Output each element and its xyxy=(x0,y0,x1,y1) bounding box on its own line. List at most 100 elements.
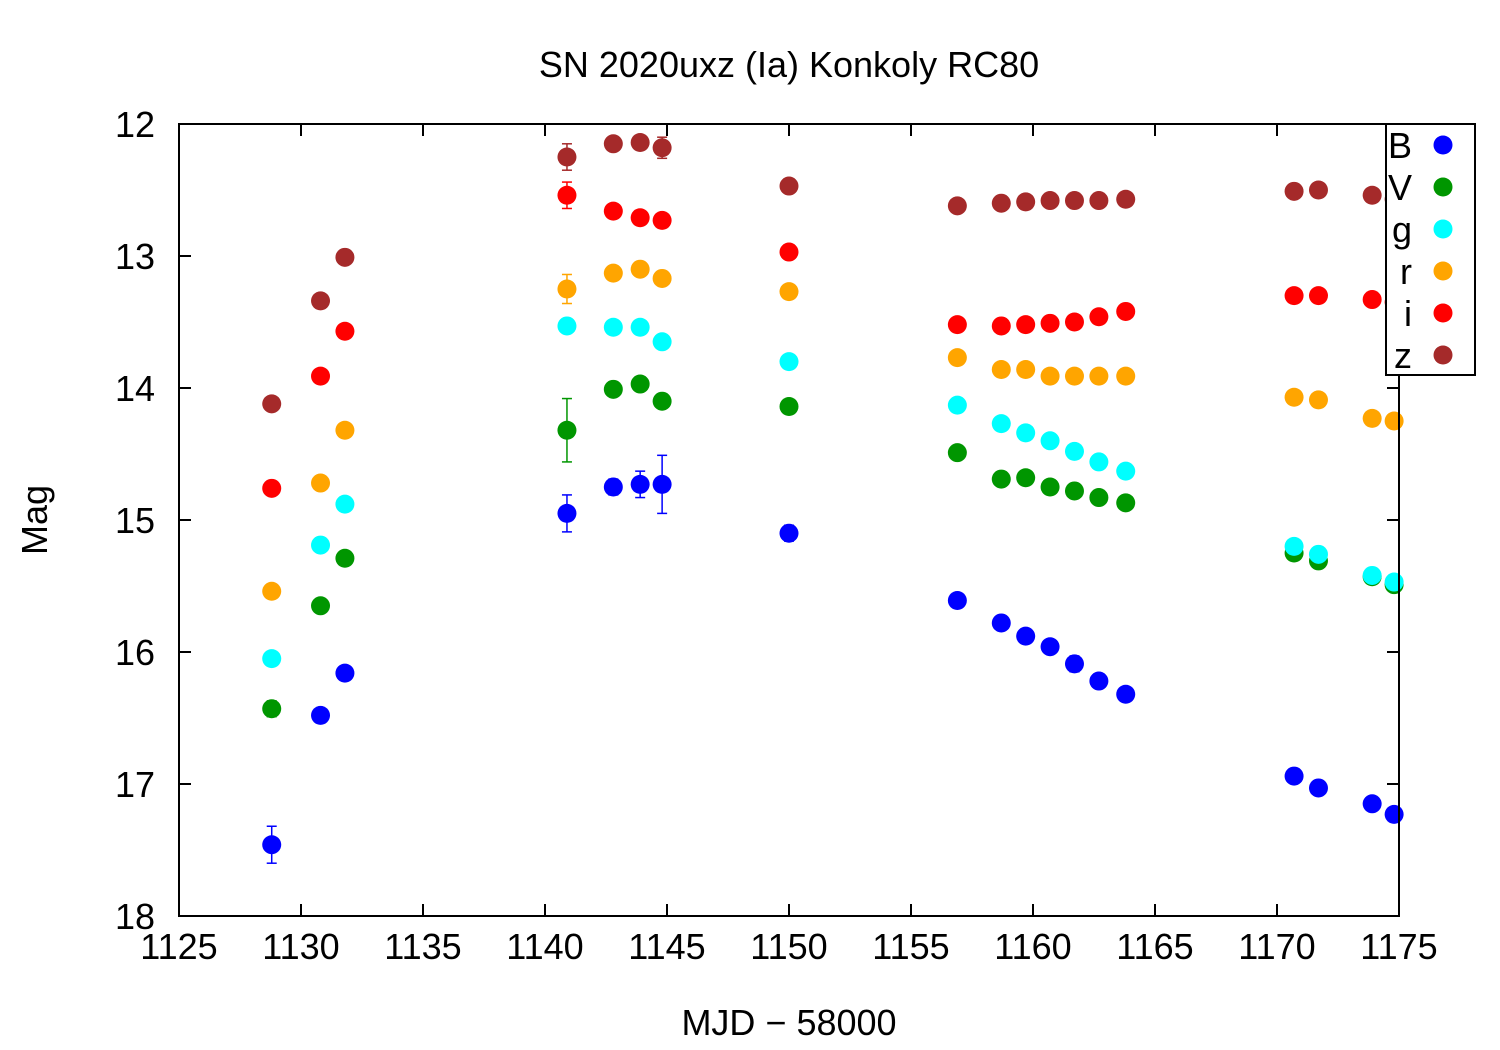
data-point-V xyxy=(1064,481,1084,501)
data-point-B xyxy=(1308,778,1328,798)
x-tick-label: 1165 xyxy=(1116,926,1193,967)
legend-label-z: z xyxy=(1394,335,1412,376)
legend-box xyxy=(1385,123,1476,376)
data-point-z xyxy=(1064,191,1084,211)
data-point-z xyxy=(557,147,577,167)
legend-label-B: B xyxy=(1388,125,1412,166)
data-point-V xyxy=(630,374,650,394)
data-point-g xyxy=(991,414,1011,434)
data-point-r xyxy=(991,360,1011,380)
data-point-g xyxy=(262,649,282,669)
data-point-i xyxy=(947,315,967,335)
data-point-g xyxy=(652,332,672,352)
legend-label-V: V xyxy=(1388,167,1412,208)
x-tick-label: 1130 xyxy=(262,926,339,967)
data-point-r xyxy=(1284,387,1304,407)
series-z xyxy=(262,132,1404,414)
x-tick-label: 1135 xyxy=(384,926,461,967)
data-point-i xyxy=(1064,312,1084,332)
data-point-B xyxy=(335,663,355,683)
legend-label-g: g xyxy=(1392,209,1412,250)
data-point-B xyxy=(1284,766,1304,786)
y-tick-label: 15 xyxy=(115,500,155,541)
data-point-g xyxy=(1016,423,1036,443)
data-point-r xyxy=(262,581,282,601)
data-point-g xyxy=(947,395,967,415)
x-tick-label: 1140 xyxy=(506,926,583,967)
data-point-r xyxy=(1016,360,1036,380)
y-tick-label: 16 xyxy=(115,632,155,673)
data-point-r xyxy=(779,282,799,302)
data-point-z xyxy=(1016,192,1036,212)
data-point-g xyxy=(1064,441,1084,461)
data-point-B xyxy=(1064,654,1084,674)
data-point-r xyxy=(947,348,967,368)
data-point-i xyxy=(335,321,355,341)
data-point-i xyxy=(1040,313,1060,333)
data-point-i xyxy=(1116,301,1136,321)
data-point-B xyxy=(652,474,672,494)
data-point-i xyxy=(630,208,650,228)
axis-ticks: 1125 1130 1135 1140 1145 1150 1155 1160 1165 1170… xyxy=(115,104,1438,967)
data-point-B xyxy=(779,523,799,543)
series-B xyxy=(262,454,1404,864)
data-point-g xyxy=(1384,572,1404,592)
chart-title: SN 2020uxz (Ia) Konkoly RC80 xyxy=(539,44,1039,85)
data-point-g xyxy=(1116,461,1136,481)
data-point-i xyxy=(262,478,282,498)
y-tick-label: 13 xyxy=(115,236,155,277)
data-point-z xyxy=(630,132,650,152)
data-point-r xyxy=(1089,366,1109,386)
data-point-g xyxy=(335,494,355,514)
data-point-z xyxy=(779,176,799,196)
legend-label-i: i xyxy=(1404,293,1412,334)
x-tick-label: 1150 xyxy=(750,926,827,967)
x-tick-label: 1160 xyxy=(994,926,1071,967)
plot-frame xyxy=(178,123,1400,917)
data-point-B xyxy=(1362,794,1382,814)
x-axis-label: MJD − 58000 xyxy=(681,1002,896,1043)
data-point-g xyxy=(1284,536,1304,556)
data-point-B xyxy=(603,477,623,497)
data-point-B xyxy=(630,474,650,494)
data-point-i xyxy=(1362,290,1382,310)
data-point-B xyxy=(1384,804,1404,824)
data-point-z xyxy=(1284,181,1304,201)
data-point-r xyxy=(1362,408,1382,428)
data-point-B xyxy=(1040,637,1060,657)
data-point-V xyxy=(779,396,799,416)
data-point-i xyxy=(652,210,672,230)
data-point-r xyxy=(311,473,331,493)
legend-marker-z xyxy=(1433,345,1453,365)
data-point-B xyxy=(311,705,331,725)
data-point-z xyxy=(1116,189,1136,209)
x-tick-label: 1125 xyxy=(140,926,217,967)
data-marks xyxy=(262,132,1404,864)
data-point-z xyxy=(1362,185,1382,205)
data-point-B xyxy=(262,835,282,855)
data-point-g xyxy=(1040,431,1060,451)
series-V xyxy=(262,374,1404,719)
series-r xyxy=(262,259,1404,601)
data-point-V xyxy=(947,443,967,463)
x-tick-label: 1175 xyxy=(1360,926,1437,967)
data-point-V xyxy=(557,420,577,440)
data-point-r xyxy=(1116,366,1136,386)
data-point-B xyxy=(1116,684,1136,704)
legend-marker-i xyxy=(1433,303,1453,323)
x-tick-label: 1155 xyxy=(872,926,949,967)
data-point-r xyxy=(603,263,623,283)
data-point-z xyxy=(311,291,331,311)
y-tick-label: 12 xyxy=(115,104,155,145)
data-point-V xyxy=(1016,468,1036,488)
data-point-z xyxy=(1308,180,1328,200)
data-point-g xyxy=(557,316,577,336)
data-point-i xyxy=(603,201,623,221)
data-point-B xyxy=(1089,671,1109,691)
legend-marker-B xyxy=(1433,135,1453,155)
data-point-i xyxy=(779,242,799,262)
data-point-i xyxy=(1016,315,1036,335)
y-tick-label: 18 xyxy=(115,896,155,937)
